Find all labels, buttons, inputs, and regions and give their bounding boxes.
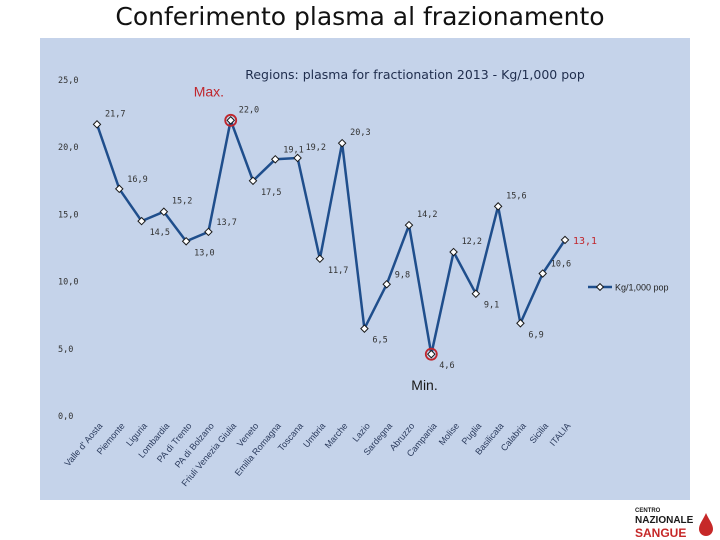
data-point-marker: [337, 138, 347, 148]
data-label: 6,5: [372, 336, 387, 346]
data-point-marker: [226, 116, 236, 125]
line-chart: Regions: plasma for fractionation 2013 -…: [58, 67, 669, 488]
highlight-ring: [424, 347, 438, 361]
data-label: 14,5: [150, 228, 170, 238]
annotation-label: Min.: [411, 377, 437, 393]
data-point-marker: [538, 269, 548, 278]
data-label: 14,2: [417, 210, 437, 220]
data-point-marker: [92, 120, 102, 129]
y-tick-label: 20,0: [58, 143, 78, 153]
data-label: 17,5: [261, 188, 281, 198]
data-label: 9,1: [484, 301, 499, 311]
logo-line-1: CENTRO: [635, 508, 661, 514]
data-point-marker: [114, 184, 124, 194]
data-point-marker: [516, 318, 525, 328]
logo-line-2: NAZIONALE: [635, 515, 694, 526]
data-point-marker: [426, 349, 436, 359]
data-label: 15,2: [172, 197, 192, 207]
data-label: 13,0: [194, 248, 214, 258]
y-tick-label: 25,0: [58, 76, 78, 86]
series-line: [95, 119, 567, 356]
data-point-marker: [449, 247, 458, 257]
legend-marker: [595, 282, 605, 292]
data-point-marker: [270, 154, 280, 164]
y-tick-label: 15,0: [58, 210, 78, 220]
data-label: 22,0: [239, 105, 259, 115]
data-point-marker: [204, 227, 213, 237]
highlight-ring: [224, 113, 238, 127]
data-label: 16,9: [127, 175, 147, 185]
data-label: 13,1: [573, 236, 597, 247]
data-label: 10,6: [551, 260, 571, 270]
data-label: 19,1: [283, 145, 303, 155]
x-tick-label: Marche: [323, 421, 350, 450]
annotation-label: Max.: [194, 83, 224, 99]
data-label: 11,7: [328, 266, 348, 276]
data-point-marker: [137, 216, 146, 226]
data-label: 19,2: [306, 143, 326, 153]
chart-title: Regions: plasma for fractionation 2013 -…: [245, 67, 585, 82]
y-tick-label: 10,0: [58, 278, 78, 288]
data-point-marker: [248, 176, 258, 186]
legend-label: Kg/1,000 pop: [615, 283, 669, 293]
x-tick-label: ITALIA: [548, 421, 573, 448]
data-label: 13,7: [216, 218, 236, 228]
data-label: 9,8: [395, 270, 410, 280]
logo-line-3: SANGUE: [635, 526, 687, 540]
data-point-marker: [293, 153, 302, 163]
data-label: 12,2: [462, 237, 482, 247]
data-point-marker: [159, 207, 169, 217]
data-label: 4,6: [439, 361, 454, 371]
data-label: 21,7: [105, 109, 125, 119]
data-label: 6,9: [528, 330, 543, 340]
y-tick-label: 5,0: [58, 345, 73, 355]
data-point-marker: [560, 235, 570, 245]
centro-nazionale-sangue-logo: CENTRO NAZIONALE SANGUE: [635, 508, 717, 540]
data-point-marker: [471, 289, 481, 299]
data-point-marker: [493, 202, 503, 211]
chart-panel: Regions: plasma for fractionation 2013 -…: [40, 38, 690, 500]
data-point-marker: [404, 220, 414, 230]
data-point-marker: [315, 254, 325, 264]
y-tick-label: 0,0: [58, 412, 73, 422]
data-point-marker: [181, 236, 191, 246]
x-tick-label: Molise: [437, 421, 461, 447]
x-tick-label: Lazio: [350, 421, 371, 444]
data-label: 15,6: [506, 191, 526, 201]
data-point-marker: [382, 279, 392, 289]
data-point-marker: [360, 324, 369, 333]
slide-title: Conferimento plasma al frazionamento: [115, 2, 605, 31]
blood-drop-icon: [699, 513, 713, 536]
data-label: 20,3: [350, 128, 370, 138]
